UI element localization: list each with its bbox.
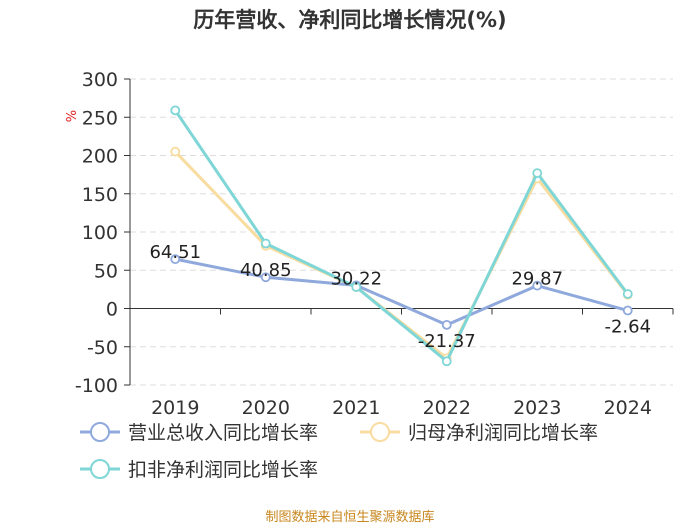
y-tick-label: 100 [82,222,118,244]
legend-marker [90,459,110,479]
y-tick-label: 150 [82,184,118,206]
legend-marker [90,422,110,442]
x-tick-labels: 2019 2020 2021 2022 2023 2024 [151,397,652,419]
data-label: 30.22 [330,268,382,289]
series-line [174,150,629,360]
legend-marker [370,422,390,442]
data-point [170,254,181,265]
x-tick-label: 2019 [151,397,199,419]
data-label: 40.85 [240,260,292,281]
legend-item-2: 归母净利润同比增长率 [360,422,598,444]
y-tick-label: -50 [87,337,118,359]
data-point [532,280,543,291]
series-line [174,257,629,327]
data-point [441,319,452,330]
data-labels: 64.51 40.85 30.22 -21.37 29.87 -2.64 [149,242,651,352]
x-tick-label: 2023 [513,397,561,419]
data-label: -21.37 [418,331,476,352]
axes [124,78,674,386]
y-tick-label: 300 [82,69,118,91]
y-tick-label: 0 [106,299,118,321]
y-tick-label: -100 [75,375,118,397]
data-point [532,168,543,178]
grid-lines [130,78,673,386]
legend-item-3: 扣非净利润同比增长率 [80,459,318,481]
y-tick-label: 200 [82,146,118,168]
data-source-note: 制图数据来自恒生聚源数据库 [265,509,434,525]
data-label: 29.87 [511,269,563,290]
legend-label: 归母净利润同比增长率 [408,422,598,444]
y-axis-unit-label: % [65,110,80,122]
legend-label: 扣非净利润同比增长率 [128,459,318,481]
data-point [441,356,452,367]
y-tick-labels: 300 250 200 150 100 50 0 -50 -100 [75,69,118,397]
data-point [622,305,633,316]
series-2 [170,146,633,364]
data-point [260,272,271,283]
data-point [170,146,181,157]
y-tick-label: 250 [82,107,118,129]
legend-item-1: 营业总收入同比增长率 [80,422,318,444]
series-line [174,109,629,363]
data-label: 64.51 [149,242,201,263]
x-tick-label: 2021 [332,397,380,419]
data-point [170,105,181,116]
chart-title: 历年营收、净利同比增长情况(%) [193,8,506,32]
data-point [260,238,271,249]
x-tick-label: 2024 [604,397,652,419]
series-3 [170,105,633,367]
x-tick-label: 2022 [423,397,471,419]
data-point [622,289,633,299]
series-lines [170,105,633,367]
data-point [351,282,362,292]
legend-label: 营业总收入同比增长率 [128,422,318,444]
data-label: -2.64 [604,317,651,338]
y-tick-label: 50 [94,260,118,282]
x-tick-label: 2020 [242,397,290,419]
